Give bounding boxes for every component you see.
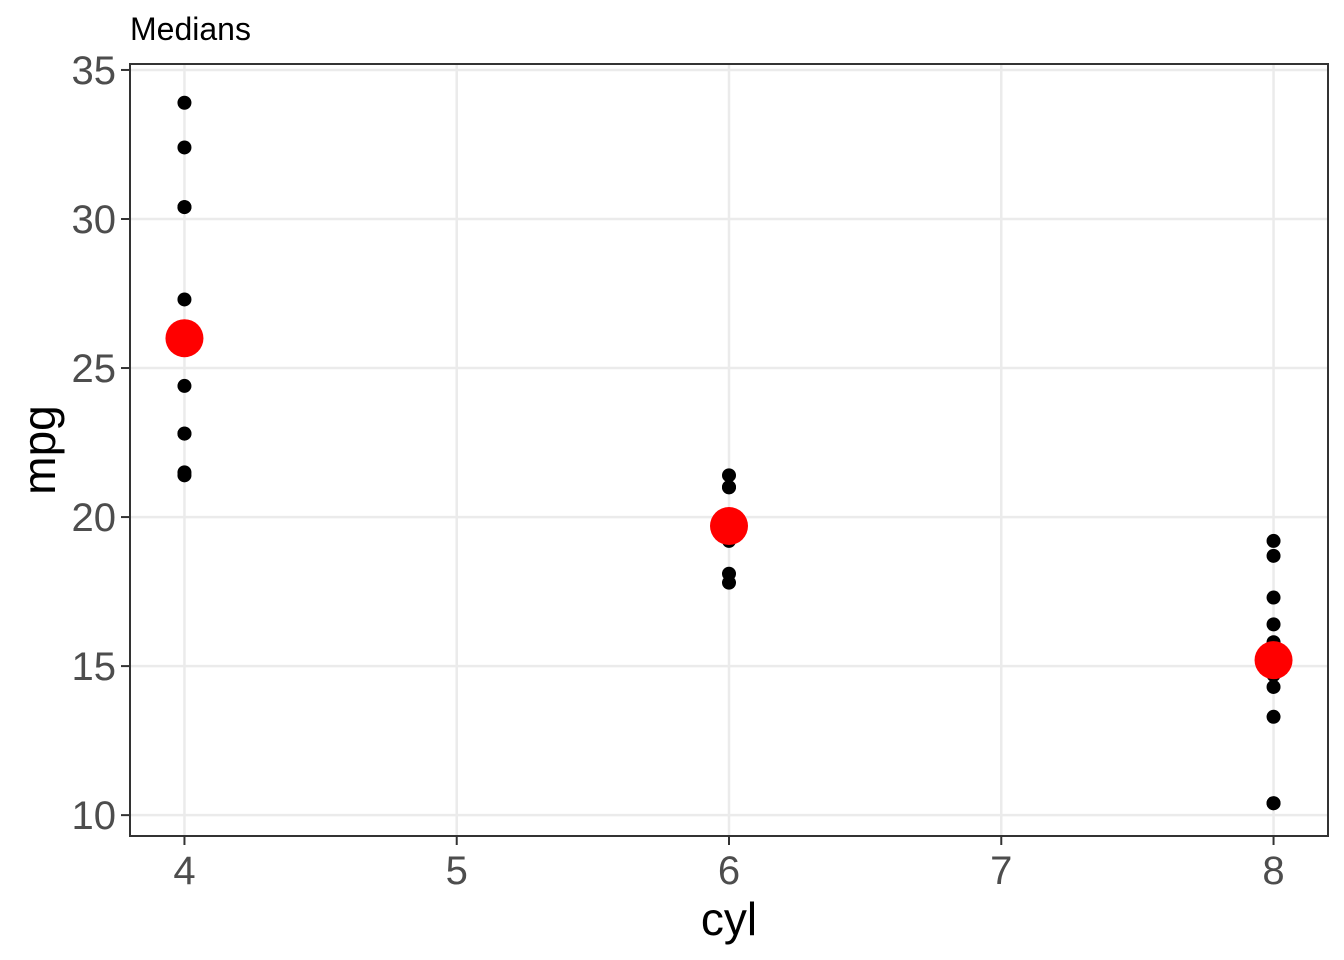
median-point [710,507,748,546]
y-tick-label: 20 [72,496,117,540]
data-point [177,378,192,393]
data-point [722,575,736,590]
y-axis-title: mpg [13,405,65,494]
chart-title: Medians [130,11,251,47]
x-axis: 4 5 6 7 8 [173,836,1285,893]
data-point [177,200,192,215]
data-point [177,140,192,155]
y-tick-label: 35 [72,49,117,93]
x-axis-title: cyl [701,893,757,945]
data-point [177,292,192,307]
data-point [1266,533,1281,548]
median-point [1254,641,1293,680]
y-tick-label: 10 [72,794,117,838]
y-tick-label: 25 [72,347,117,391]
x-tick-label: 7 [990,849,1012,893]
data-point [1266,679,1281,694]
data-point [1266,617,1281,632]
x-tick-label: 4 [173,849,195,893]
x-tick-label: 8 [1262,849,1284,893]
data-point [1266,548,1281,563]
data-points [165,95,1293,811]
x-tick-label: 6 [718,849,740,893]
y-axis: 10 15 20 25 30 35 [72,49,130,838]
data-point [177,95,192,110]
x-tick-label: 5 [446,849,468,893]
data-point [722,480,736,495]
data-point [1266,709,1281,724]
median-point [165,319,204,358]
data-point [177,468,192,483]
y-tick-label: 30 [72,198,117,242]
y-tick-label: 15 [72,645,117,689]
data-point [177,426,192,441]
data-point [1266,796,1281,811]
data-point [722,468,736,483]
data-point [1266,590,1281,605]
grid [130,64,1328,836]
